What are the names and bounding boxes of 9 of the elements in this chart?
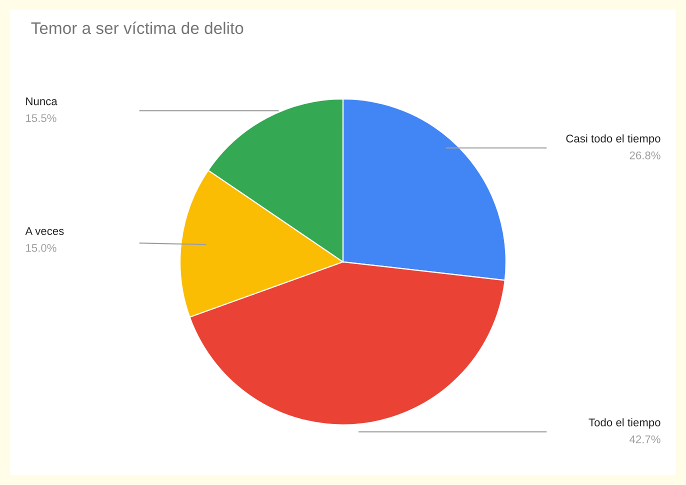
data-label: 15.5% xyxy=(26,114,56,122)
slice-label: Todo el tiempo xyxy=(588,418,660,429)
slice-label: Casi todo el tiempo xyxy=(566,134,660,145)
chart-title: Temor a ser víctima de delito xyxy=(31,22,244,34)
data-label: 15.0% xyxy=(26,244,56,252)
slice-label: A veces xyxy=(25,227,64,235)
data-label: 42.7% xyxy=(630,435,660,444)
slice-label: Nunca xyxy=(26,97,58,106)
data-label: 26.8% xyxy=(630,151,660,160)
